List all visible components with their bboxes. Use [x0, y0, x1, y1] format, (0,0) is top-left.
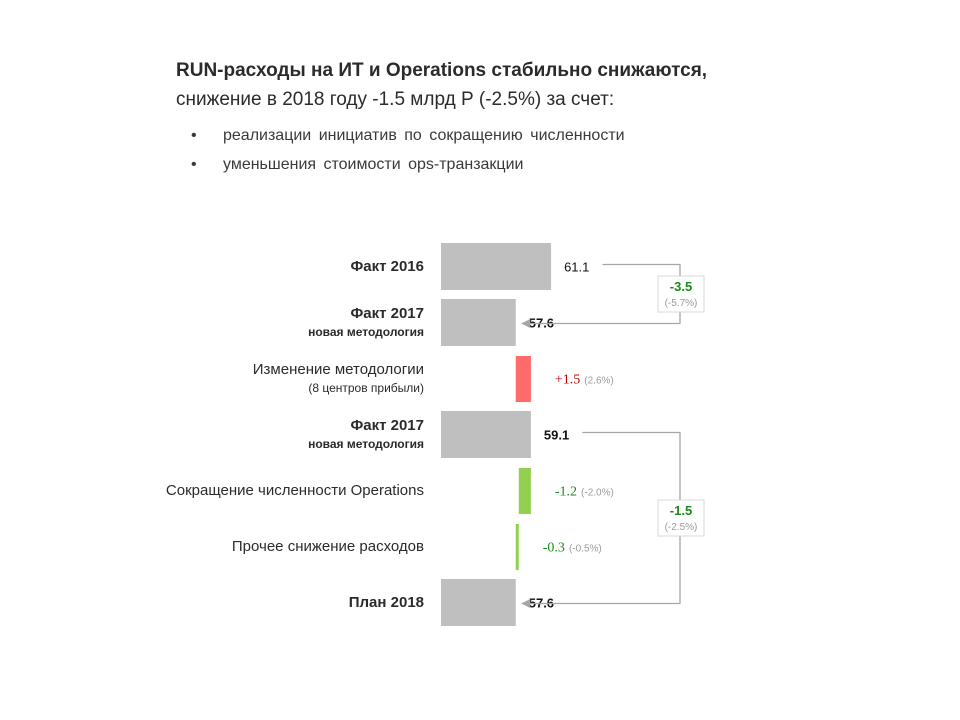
- total-bar: [441, 579, 516, 626]
- delta-label: -1.2 (-2.0%): [555, 485, 614, 500]
- category-label: Факт 2017 новая методология: [44, 304, 424, 341]
- delta-label: +1.5 (2.6%): [555, 373, 614, 388]
- bracket-percent-label: (-5.7%): [665, 298, 698, 309]
- category-label: Факт 2017 новая методология: [44, 416, 424, 453]
- total-bar: [441, 299, 516, 346]
- bullet-item: • уменьшения стоимости ops-транзакции: [191, 150, 891, 179]
- title-line-2: снижение в 2018 году -1.5 млрд Р (-2.5%)…: [176, 89, 615, 110]
- decrease-bar: [518, 468, 531, 514]
- bullet-dot-icon: •: [191, 127, 197, 144]
- category-label: Сокращение численности Operations: [44, 481, 424, 501]
- increase-bar: [515, 356, 531, 402]
- delta-value: -1.2: [555, 485, 577, 500]
- category-label-sub: (8 центров прибыли): [308, 380, 424, 395]
- category-label-main: Факт 2016: [350, 257, 424, 275]
- decrease-bar: [515, 524, 519, 570]
- bullet-text: уменьшения стоимости ops-транзакции: [223, 156, 524, 173]
- category-label-main: Факт 2017: [350, 416, 424, 434]
- delta-percent: (-2.0%): [581, 488, 614, 499]
- category-label: Факт 2016: [44, 257, 424, 277]
- category-label-sub: новая методология: [308, 436, 424, 451]
- category-label-main: Сокращение численности Operations: [165, 481, 424, 499]
- category-label-main: Изменение методологии: [252, 360, 424, 378]
- category-label-main: Факт 2017: [350, 304, 424, 322]
- bracket-delta-label: -3.5: [670, 279, 692, 294]
- bracket-delta-label: -1.5: [670, 503, 692, 518]
- bracket-box: [657, 275, 705, 313]
- delta-percent: (2.6%): [584, 376, 613, 387]
- delta-value: +1.5: [555, 373, 580, 388]
- bullet-text: реализации инициатив по сокращению числе…: [223, 127, 625, 144]
- bracket-box: [657, 499, 705, 537]
- total-bar: [441, 411, 531, 458]
- title-line-1: RUN-расходы на ИТ и Operations стабильно…: [176, 60, 708, 81]
- bullet-list: • реализации инициатив по сокращению чис…: [191, 121, 891, 179]
- category-label: Изменение методологии (8 центров прибыли): [44, 360, 424, 397]
- delta-value: -0.3: [543, 541, 565, 556]
- category-label: План 2018: [44, 593, 424, 613]
- category-label-main: План 2018: [348, 593, 424, 611]
- delta-label: -0.3 (-0.5%): [543, 541, 602, 556]
- page-title: RUN-расходы на ИТ и Operations стабильно…: [176, 56, 916, 114]
- category-label-sub: новая методология: [308, 324, 424, 339]
- bracket-connector: [521, 431, 681, 609]
- total-bar: [441, 243, 552, 290]
- value-label: 59.1: [544, 428, 569, 443]
- category-label-main: Прочее снижение расходов: [231, 537, 424, 555]
- bracket-percent-label: (-2.5%): [665, 522, 698, 533]
- bullet-item: • реализации инициатив по сокращению чис…: [191, 121, 891, 150]
- category-label: Прочее снижение расходов: [44, 537, 424, 557]
- bullet-dot-icon: •: [191, 156, 197, 173]
- delta-percent: (-0.5%): [569, 544, 602, 555]
- value-label: 61.1: [564, 260, 589, 275]
